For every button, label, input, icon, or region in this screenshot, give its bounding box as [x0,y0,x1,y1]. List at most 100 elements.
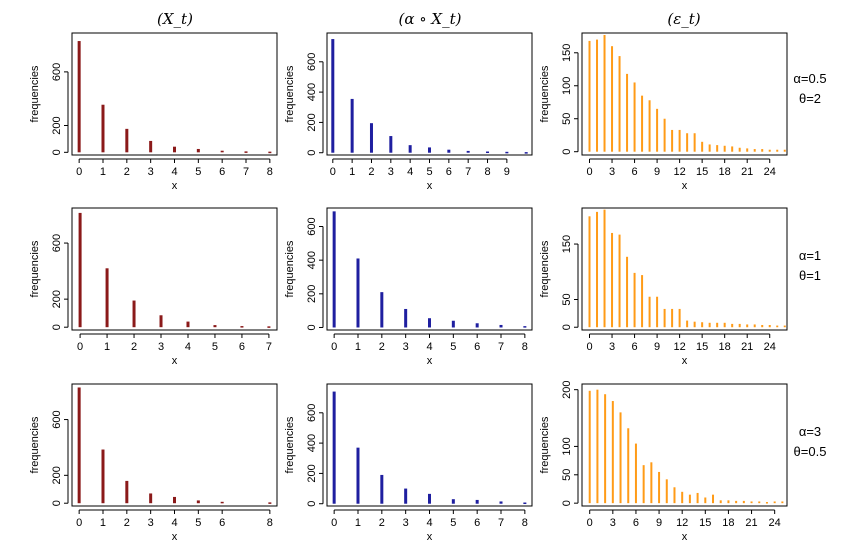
bar-x-12 [678,129,681,152]
y-tick-label: 400 [306,251,318,269]
x-axis-label: x [172,180,178,192]
bar-x-3 [149,140,153,153]
x-tick-label: 6 [474,341,480,353]
y-tick-label: 600 [51,410,63,428]
bar-x-10 [665,479,668,504]
bar-x-8 [648,100,651,152]
bar-x-0 [588,390,591,504]
bar-x-14 [693,133,696,152]
x-tick-label: 21 [741,341,753,353]
bar-x-15 [701,322,704,328]
x-tick-label: 5 [195,166,201,178]
y-tick-label: 100 [561,77,573,95]
chart-panel-r2c1: 0 1 2 3 4 5 6 7 8 x 0 200 400 600 frequencies [284,383,533,543]
x-axis-label: x [427,355,433,367]
x-tick-label: 7 [498,341,504,353]
x-axis-label: x [682,180,688,192]
y-tick-label: 0 [51,149,63,155]
x-tick-label: 0 [331,517,337,529]
chart-panel-r2c0: 0 1 2 3 4 5 6 8 x 0 200 600 frequencies [29,383,278,543]
y-tick-label: 0 [51,324,63,330]
bar-x-3 [149,493,153,504]
bar-x-4 [186,321,190,328]
x-tick-label: 7 [465,166,471,178]
x-tick-label: 5 [450,517,456,529]
y-tick-label: 400 [306,83,318,101]
bar-x-11 [673,487,676,504]
bar-x-7 [641,95,644,152]
x-tick-label: 6 [219,166,225,178]
x-tick-label: 3 [148,166,154,178]
plot-frame [581,32,788,156]
bar-x-6 [475,499,479,504]
bar-x-3 [159,315,163,328]
bar-x-0 [332,391,336,504]
plot-frame [581,383,788,507]
chart-panel-r0c2: 0 3 6 9 12 15 18 21 24 x 0 50 100 150 frequencies [539,32,788,192]
bar-x-5 [451,499,455,504]
x-tick-label: 3 [403,341,409,353]
y-tick-label: 600 [51,63,63,81]
x-tick-label: 0 [586,166,592,178]
bar-x-21 [746,148,749,152]
row3-theta-label: θ=0.5 [794,444,827,459]
y-tick-label: 0 [561,324,573,330]
x-tick-label: 4 [171,166,177,178]
x-tick-label: 6 [632,341,638,353]
bar-x-12 [681,491,684,504]
y-tick-label: 0 [561,149,573,155]
bar-x-6 [447,149,451,153]
bar-x-25 [776,149,779,152]
bar-x-2 [125,480,129,504]
bar-x-7 [642,465,645,504]
x-tick-label: 4 [426,341,432,353]
bar-x-1 [356,447,360,504]
bar-x-3 [611,232,614,328]
x-axis-label: x [682,531,688,543]
row2-alpha-label: α=1 [799,248,821,263]
x-tick-label: 3 [388,166,394,178]
y-tick-label: 200 [51,290,63,308]
bar-x-23 [761,149,764,152]
bar-x-8 [523,502,527,505]
bar-x-22 [758,501,761,504]
bar-x-6 [633,272,636,328]
bar-x-10 [524,152,528,154]
bar-x-26 [783,325,786,328]
x-axis-label: x [682,355,688,367]
bar-x-5 [213,325,217,328]
bar-x-10 [663,308,666,328]
bar-x-7 [499,324,503,328]
chart-panel-r0c0: 0 1 2 3 4 5 6 7 8 x 0 200 600 frequencies [29,32,278,192]
y-tick-label: 200 [51,466,63,484]
bar-x-4 [618,56,621,152]
y-tick-label: 200 [306,113,318,131]
bar-x-4 [618,234,621,328]
bar-x-0 [588,216,591,328]
bar-x-6 [220,501,224,504]
x-tick-label: 6 [632,166,638,178]
x-tick-label: 7 [498,517,504,529]
bar-x-15 [701,141,704,152]
chart-panel-r1c0: 0 1 2 3 4 5 6 7 x 0 200 600 frequencies [29,207,278,367]
bar-x-5 [626,256,629,328]
bar-x-6 [633,82,636,152]
x-tick-label: 2 [124,166,130,178]
bar-x-8 [523,326,527,328]
bar-x-3 [611,46,614,152]
x-tick-label: 18 [719,341,731,353]
bar-x-10 [663,118,666,152]
y-tick-label: 0 [561,500,573,506]
x-axis-label: x [172,531,178,543]
x-axis-label: x [172,355,178,367]
x-tick-label: 7 [243,166,249,178]
bar-x-4 [173,496,176,504]
x-tick-label: 7 [266,341,272,353]
x-tick-label: 2 [379,341,385,353]
x-tick-label: 0 [587,517,593,529]
row1-theta-label: θ=2 [799,91,821,106]
bar-x-16 [708,144,711,152]
bar-x-7 [244,151,248,153]
x-axis-label: x [427,531,433,543]
